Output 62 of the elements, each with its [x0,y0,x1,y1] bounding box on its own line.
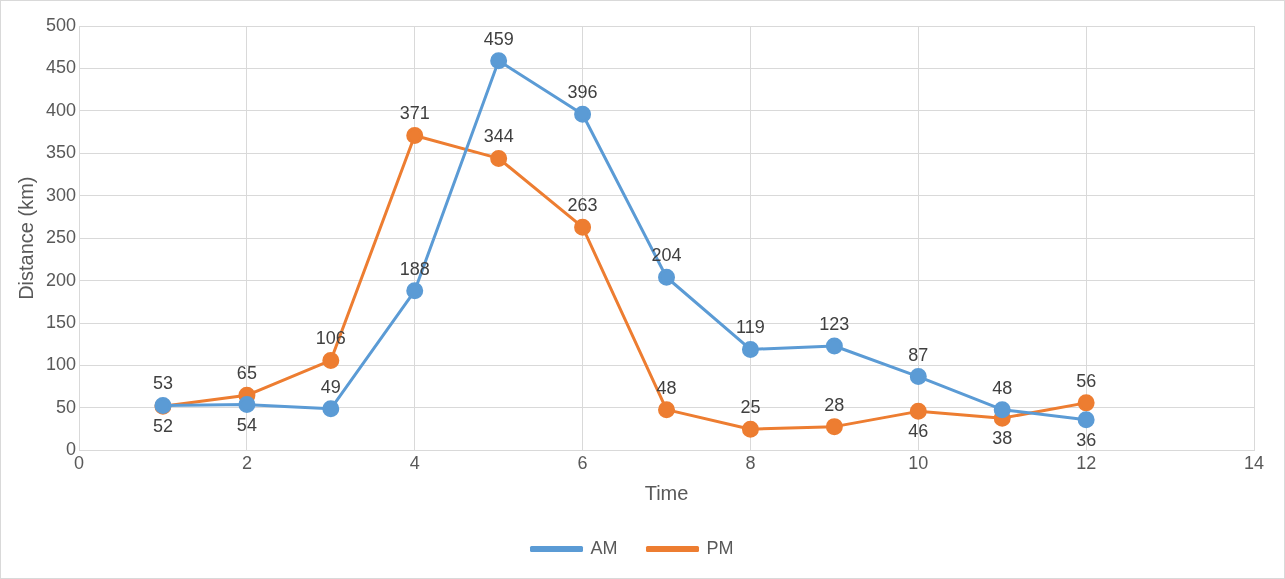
x-axis-title: Time [644,481,689,504]
data-label: 25 [740,397,761,418]
legend-label: PM [706,537,734,558]
point [406,127,424,144]
data-label: 263 [567,195,598,216]
point [238,396,256,414]
point [1077,394,1095,412]
point [825,337,843,355]
point [741,340,759,358]
data-label: 65 [236,363,257,384]
data-label: 46 [908,421,929,442]
legend-label: AM [590,537,618,558]
data-label: 48 [992,377,1013,398]
x-tick-label: 2 [241,453,252,474]
data-label: 123 [819,313,850,334]
point [322,400,340,418]
y-tick-label: 400 [45,99,77,120]
data-label: 396 [567,82,598,103]
point [406,282,424,300]
y-axis-title: Distance (km) [14,176,37,300]
data-label: 52 [152,416,173,437]
data-label: 344 [483,126,514,147]
point [658,268,676,286]
data-label: 87 [908,344,929,365]
data-label: 119 [736,317,765,338]
data-label: 49 [320,376,341,397]
point [909,402,927,420]
point [741,420,759,438]
point [490,149,508,167]
point [909,368,927,386]
y-tick-label: 500 [45,14,77,35]
point [993,401,1011,419]
y-tick-label: 100 [45,354,77,375]
x-tick-label: 8 [745,453,756,474]
point [322,351,340,369]
x-tick-label: 12 [1076,453,1097,474]
data-label: 53 [152,373,173,394]
y-tick-label: 450 [45,57,77,78]
point [574,105,592,123]
point [1077,411,1095,429]
x-tick-label: 10 [908,453,929,474]
data-label: 48 [656,377,677,398]
x-tick-label: 4 [409,453,420,474]
point [825,418,843,436]
data-label: 459 [483,28,514,49]
x-tick-label: 14 [1243,453,1265,474]
x-tick-label: 6 [577,453,588,474]
data-label: 28 [824,394,845,415]
point [490,52,508,70]
y-tick-label: 200 [45,269,77,290]
data-label: 38 [992,428,1013,449]
y-tick-label: 350 [45,142,77,163]
y-tick-label: 150 [45,312,77,333]
data-label: 36 [1076,429,1097,450]
y-tick-label: 250 [45,227,77,248]
point [658,401,676,419]
point [574,218,592,236]
data-label: 371 [399,103,430,124]
data-label: 54 [236,414,257,435]
y-tick-label: 50 [56,396,77,417]
data-label: 56 [1076,370,1097,391]
y-tick-label: 300 [45,184,77,205]
